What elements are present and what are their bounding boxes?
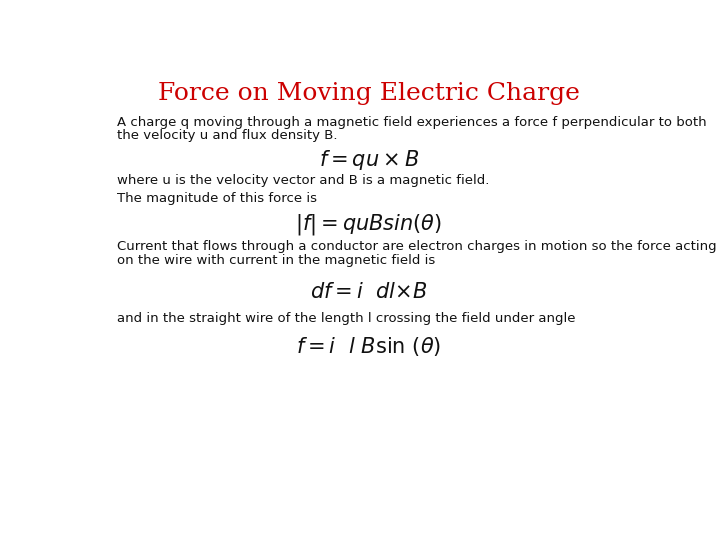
Text: A charge q moving through a magnetic field experiences a force f perpendicular t: A charge q moving through a magnetic fie… (117, 116, 706, 129)
Text: $f{=}i\ \ l\ B\sin\,(\theta)$: $f{=}i\ \ l\ B\sin\,(\theta)$ (297, 335, 441, 358)
Text: The magnitude of this force is: The magnitude of this force is (117, 192, 317, 205)
Text: the velocity u and flux density B.: the velocity u and flux density B. (117, 129, 337, 142)
Text: Force on Moving Electric Charge: Force on Moving Electric Charge (158, 82, 580, 105)
Text: $f = qu \times B$: $f = qu \times B$ (319, 148, 419, 172)
Text: where u is the velocity vector and B is a magnetic field.: where u is the velocity vector and B is … (117, 174, 489, 187)
Text: on the wire with current in the magnetic field is: on the wire with current in the magnetic… (117, 254, 435, 267)
Text: $df{=}i\ \ dl{\times}B$: $df{=}i\ \ dl{\times}B$ (310, 282, 428, 302)
Text: Current that flows through a conductor are electron charges in motion so the for: Current that flows through a conductor a… (117, 240, 716, 253)
Text: and in the straight wire of the length l crossing the field under angle: and in the straight wire of the length l… (117, 312, 575, 325)
Text: $|f| = quBsin(\theta)$: $|f| = quBsin(\theta)$ (295, 212, 443, 238)
